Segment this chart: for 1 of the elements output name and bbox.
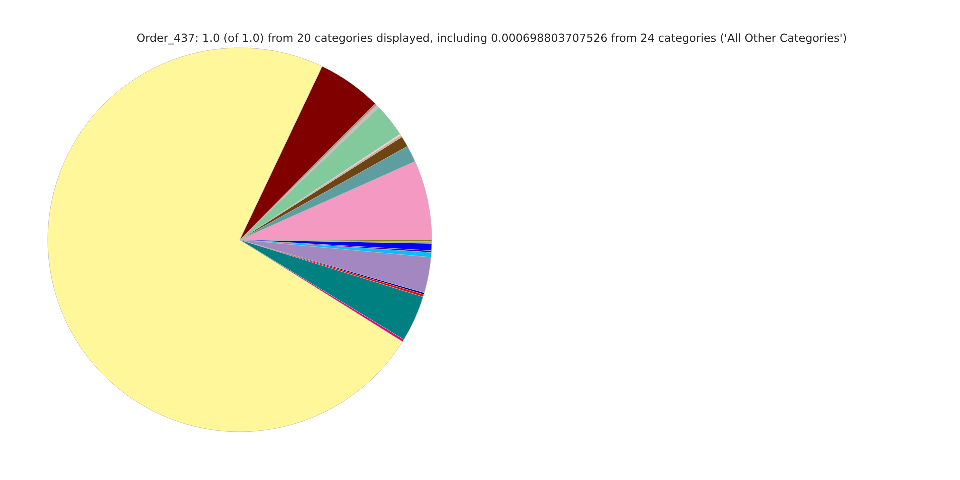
text: Order_437: 1.0 (of 1.0) from 20 categories displayed, including 0.000698803707526 from 24 categories ('All Other Categories'): [137, 34, 846, 45]
